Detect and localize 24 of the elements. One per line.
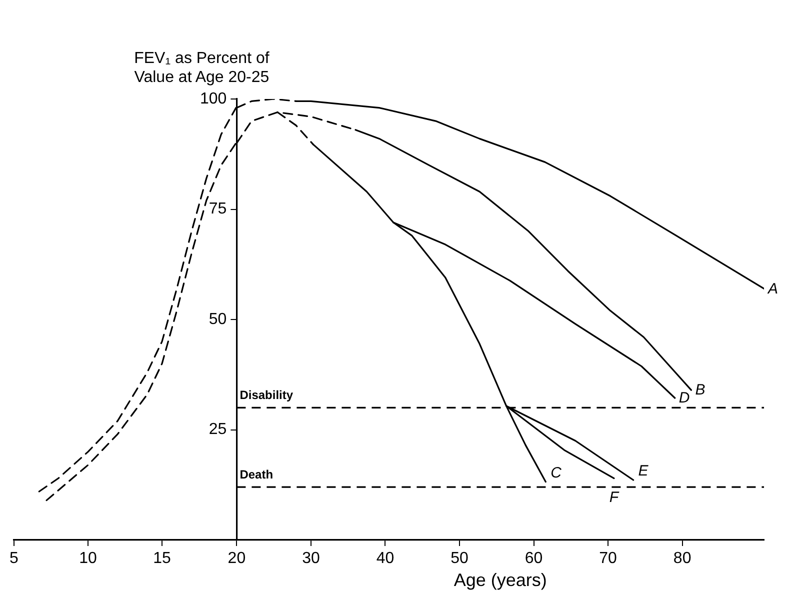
ref-line-label: Death (240, 467, 274, 482)
series-label: A (767, 280, 778, 298)
x-tick-label: 30 (302, 550, 320, 568)
series-label: B (695, 382, 706, 399)
series-label: D (678, 390, 690, 407)
x-tick-label: 5 (10, 550, 19, 568)
x-axis-title: Age (years) (454, 570, 547, 590)
series-label: E (638, 462, 650, 480)
y-tick-label: 75 (208, 200, 227, 218)
x-tick-label: 40 (376, 550, 394, 568)
y-axis-title: FEV₁ as Percent of Value at Age 20-25 (133, 49, 270, 87)
x-tick-label: 15 (153, 550, 171, 568)
y-tick-label: 25 (208, 421, 227, 438)
series-label: F (609, 488, 620, 506)
x-tick-label: 10 (79, 550, 97, 568)
x-tick-label: 70 (599, 550, 618, 568)
x-tick-label: 20 (228, 550, 246, 568)
ref-line-label: Disability (240, 388, 294, 402)
y-tick-label: 100 (200, 90, 227, 108)
x-tick-label: 50 (450, 550, 468, 568)
series-label: C (550, 464, 562, 482)
y-tick-label: 50 (208, 310, 227, 328)
x-tick-label: 60 (524, 550, 543, 568)
x-tick-label: 80 (673, 550, 692, 568)
